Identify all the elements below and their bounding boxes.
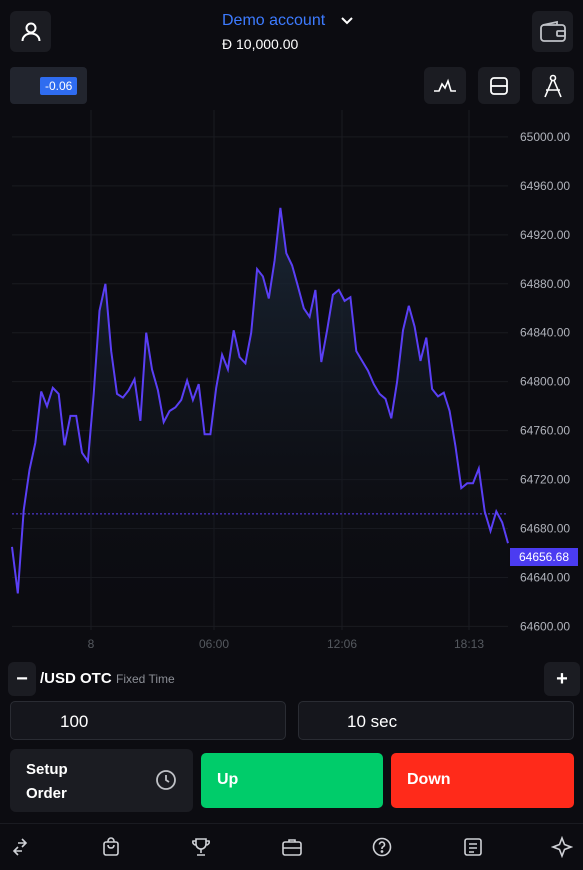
chart-area-fill [12,207,508,630]
increase-button[interactable]: + [544,662,580,696]
y-tick-label: 64760.00 [520,424,570,438]
news-icon[interactable] [462,836,484,858]
up-button[interactable]: Up [201,753,383,808]
trophy-icon[interactable] [190,836,212,858]
y-tick-label: 65000.00 [520,130,570,144]
clock-icon [156,770,176,790]
sparkle-icon[interactable] [551,836,573,858]
asset-name[interactable]: /USD OTC [40,670,112,687]
bottom-nav [0,823,583,870]
swap-icon[interactable] [9,836,31,858]
x-tick-label: 8 [88,637,95,650]
y-tick-label: 64680.00 [520,522,570,536]
setup-order-label: Setup Order [26,761,68,802]
y-tick-label: 64800.00 [520,375,570,389]
drawing-tools-button[interactable] [532,67,574,104]
y-tick-label: 64840.00 [520,326,570,340]
plus-label: + [556,667,568,690]
account-name[interactable]: Demo account [222,12,326,29]
indicator-icon [434,78,456,92]
minus-label: − [16,667,28,690]
duration-input[interactable]: 10 sec [298,701,574,740]
price-change-badge: -0.06 [40,77,78,95]
current-price-tag: 64656.68 [510,548,578,566]
indicators-button[interactable] [424,67,466,104]
drawing-tools-icon [544,74,562,97]
user-icon [21,22,40,41]
x-tick-label: 12:06 [327,637,357,650]
top-bar: Demo account Đ 10,000.00 [0,0,583,64]
y-tick-label: 64720.00 [520,473,570,487]
account-balance: Đ 10,000.00 [222,36,299,52]
wallet-button[interactable] [532,11,573,52]
down-button[interactable]: Down [391,753,574,808]
y-axis-labels: 65000.00 64960.00 64920.00 64880.00 64840.00… [520,130,570,634]
price-line [11,207,509,594]
amount-input[interactable]: 100 [10,701,286,740]
chart-type-icon [490,76,508,95]
profile-button[interactable] [10,11,51,52]
x-axis-labels: 8 06:00 12:06 18:13 [88,637,485,650]
setup-order-button[interactable]: Setup Order [10,749,193,812]
price-change-box: -0.06 [10,67,87,104]
asset-mode: Fixed Time [116,672,175,686]
y-tick-label: 64960.00 [520,179,570,193]
shop-icon[interactable] [100,836,122,858]
help-icon[interactable] [371,836,393,858]
y-tick-label: 64640.00 [520,570,570,584]
decrease-button[interactable]: − [8,662,36,696]
portfolio-icon[interactable] [281,836,303,858]
down-label: Down [407,771,451,788]
up-label: Up [217,771,239,788]
x-tick-label: 18:13 [454,637,484,650]
chevron-down-icon[interactable] [340,13,354,27]
y-tick-label: 64880.00 [520,277,570,291]
price-chart[interactable]: 65000.00 64960.00 64920.00 64880.00 64840.00… [0,110,583,650]
chart-type-button[interactable] [478,67,520,104]
x-tick-label: 06:00 [199,637,229,650]
y-tick-label: 64920.00 [520,228,570,242]
wallet-icon [539,20,566,42]
y-tick-label: 64600.00 [520,619,570,633]
